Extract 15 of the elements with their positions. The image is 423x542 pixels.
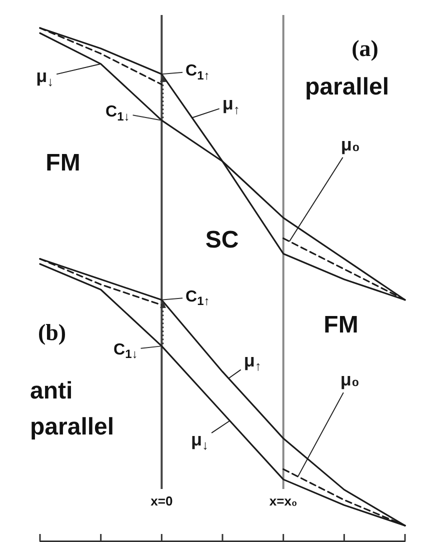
series-label: μ↓	[191, 430, 209, 453]
x-tick-label: x=0	[150, 494, 173, 509]
series-label: μ↓	[36, 66, 54, 89]
text: μ₀	[340, 134, 360, 154]
annotation: (a)	[352, 36, 378, 61]
text: μ₀	[340, 370, 360, 390]
annotation: (b)	[38, 320, 66, 345]
legend-label: μ↑	[222, 94, 240, 117]
annotation: SC	[205, 226, 239, 254]
annotation: FM	[324, 312, 358, 339]
annotation: FM	[46, 150, 80, 177]
x-tick-label: x=x₀	[269, 494, 298, 509]
annotation: anti parallel	[30, 378, 114, 441]
legend-label: μ↑	[244, 350, 262, 374]
annotation: parallel	[304, 74, 390, 101]
